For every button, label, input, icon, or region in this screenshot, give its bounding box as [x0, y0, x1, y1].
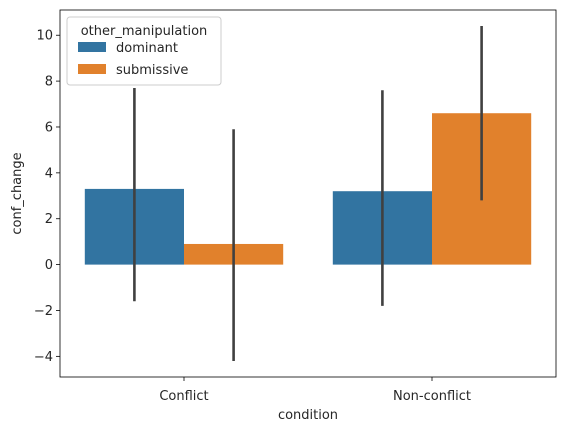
x-tick-label: Conflict [159, 389, 208, 404]
y-tick-label: 10 [36, 29, 53, 44]
error-bars [133, 26, 483, 361]
y-tick-label: 4 [45, 166, 53, 181]
x-axis-label: condition [278, 408, 338, 423]
legend: other_manipulation dominant submissive [66, 16, 222, 86]
y-tick-label: 2 [45, 212, 53, 227]
y-tick-label: 0 [45, 258, 53, 273]
legend-label-dominant: dominant [116, 41, 178, 56]
legend-items: dominant submissive [78, 41, 188, 78]
y-tick-label: −2 [34, 304, 53, 319]
legend-label-submissive: submissive [116, 63, 188, 78]
plot-frame [59, 9, 557, 378]
x-tick-label: Non-conflict [393, 389, 471, 404]
y-axis-label: conf_change [10, 152, 25, 234]
y-tick-label: −4 [34, 350, 53, 365]
y-tick-label: 8 [45, 75, 53, 90]
y-tick-label: 6 [45, 120, 53, 135]
legend-swatch-dominant [78, 42, 106, 52]
legend-swatch-submissive [78, 64, 106, 74]
x-axis-ticks: Conflict Non-conflict [159, 377, 471, 404]
y-axis-ticks: −4 −2 0 2 4 6 8 10 [34, 29, 60, 365]
legend-title: other_manipulation [81, 24, 208, 39]
